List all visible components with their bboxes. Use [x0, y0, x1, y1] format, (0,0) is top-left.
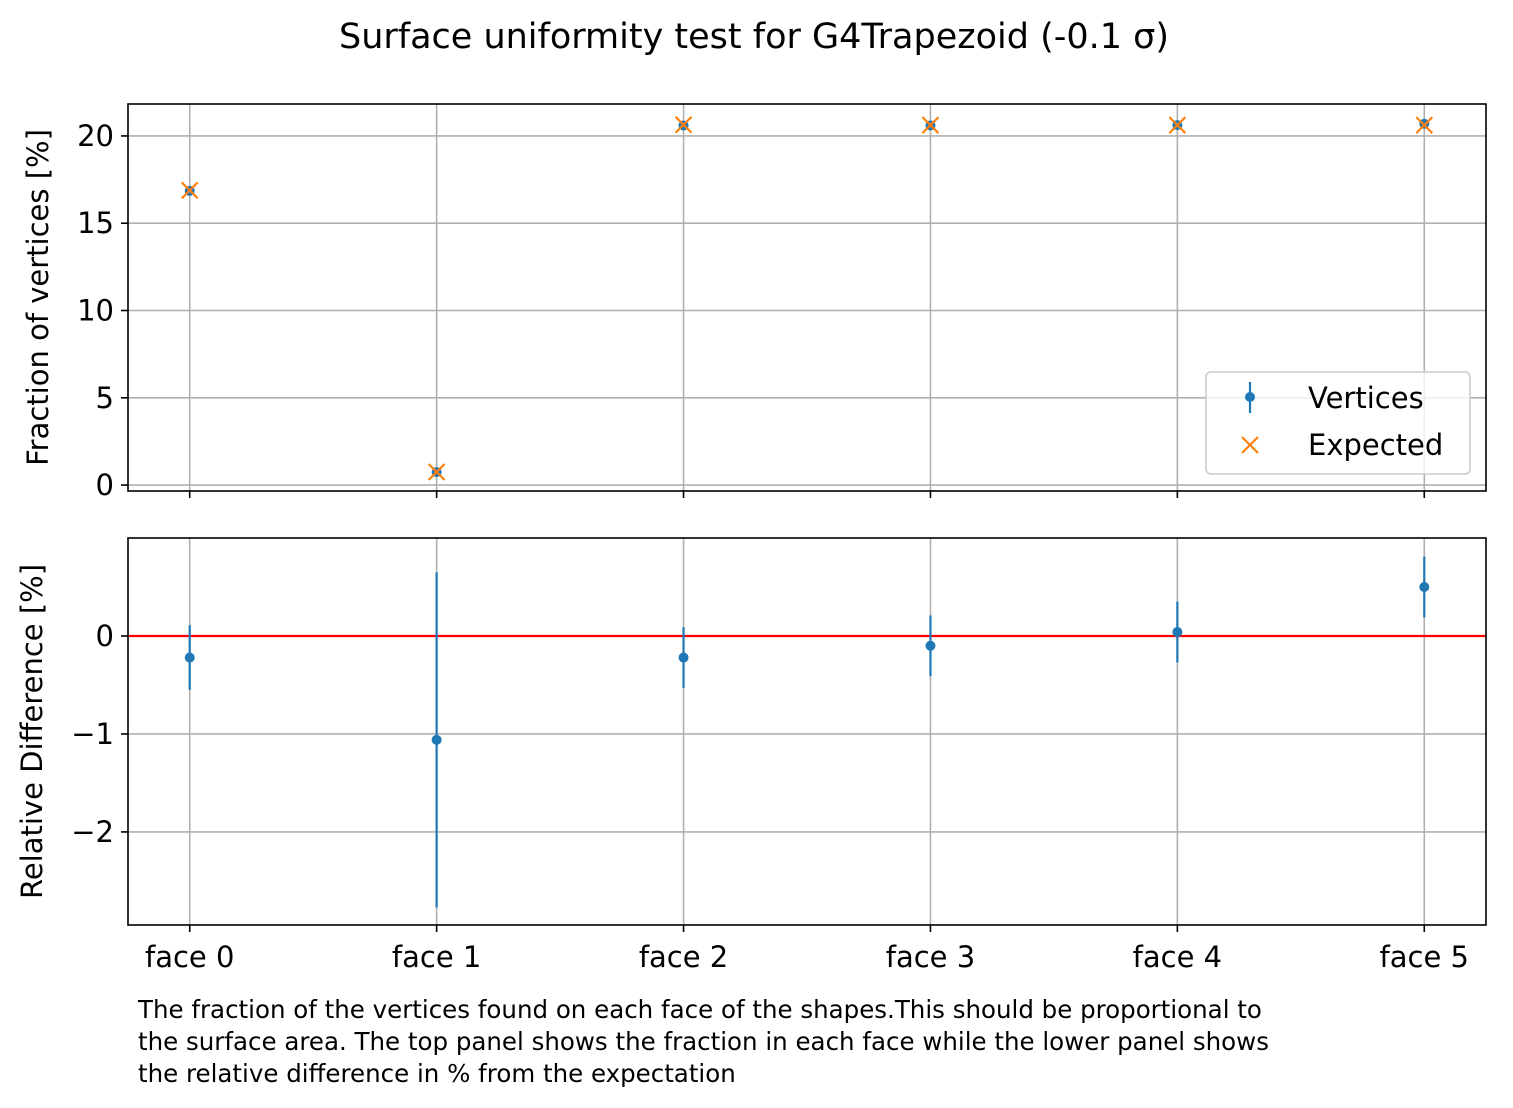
data-point [925, 640, 936, 651]
y-tick-label: 20 [77, 119, 114, 153]
y-tick-label: −1 [71, 717, 114, 751]
y-tick-label: −2 [71, 815, 114, 849]
expected-marker [427, 463, 446, 481]
legend-label: Expected [1308, 428, 1443, 462]
top-axes-frame [127, 103, 1487, 492]
data-point [1419, 581, 1430, 592]
legend-vertices-marker [1245, 392, 1255, 402]
chart-title: Surface uniformity test for G4Trapezoid … [339, 17, 1169, 57]
expected-marker [180, 181, 199, 200]
figure-caption: The fraction of the vertices found on ea… [138, 994, 1508, 1090]
data-point [1172, 627, 1183, 638]
caption-line: the relative difference in % from the ex… [138, 1059, 736, 1088]
caption-line: the surface area. The top panel shows th… [138, 1027, 1269, 1056]
x-tick-label: face 3 [886, 940, 975, 974]
legend-expected-marker [1241, 436, 1259, 454]
x-tick-label: face 4 [1133, 940, 1222, 974]
data-point [431, 734, 442, 745]
legend-label: Vertices [1308, 381, 1424, 415]
legend-box [1205, 371, 1471, 475]
y-tick-label: 5 [96, 381, 114, 415]
y-tick-label: 0 [96, 468, 114, 502]
y-tick-label: 15 [77, 206, 114, 240]
y-tick-label: 0 [96, 619, 114, 653]
y-tick-label: 10 [77, 294, 114, 328]
x-tick-label: face 5 [1380, 940, 1469, 974]
data-point [184, 652, 195, 663]
x-tick-label: face 0 [145, 940, 234, 974]
expected-marker [674, 115, 693, 134]
expected-marker [1415, 116, 1434, 134]
expected-marker [921, 116, 940, 134]
x-tick-label: face 1 [392, 940, 481, 974]
expected-marker [1168, 116, 1187, 134]
bottom-y-axis-label: Relative Difference [%] [15, 564, 49, 899]
top-y-axis-label: Fraction of vertices [%] [21, 129, 55, 466]
caption-line: The fraction of the vertices found on ea… [138, 995, 1262, 1024]
data-point [678, 652, 689, 663]
bottom-axes-frame [127, 537, 1487, 926]
x-tick-label: face 2 [639, 940, 728, 974]
